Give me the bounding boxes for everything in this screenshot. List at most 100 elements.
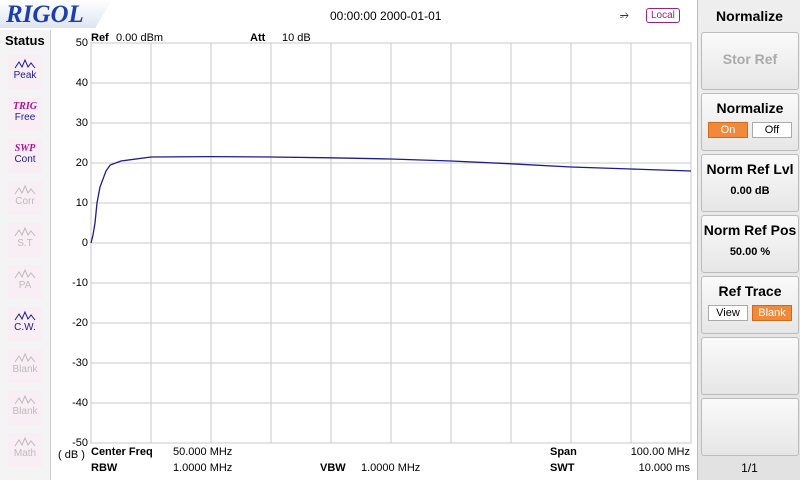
ref-trace-button[interactable]: Ref Trace View Blank: [701, 276, 799, 334]
status-icon: [14, 310, 36, 321]
icon-glyph: [14, 58, 36, 69]
remote-status: Local: [646, 8, 680, 23]
icon-glyph: [14, 226, 36, 237]
swt-label: SWT: [550, 462, 575, 474]
status-item-label: Cont: [14, 154, 36, 165]
y-tick-label: 40: [76, 77, 88, 89]
button-value: 50.00 %: [729, 246, 771, 258]
stor-ref-button[interactable]: Stor Ref: [701, 32, 799, 90]
option-blank[interactable]: Blank: [752, 305, 792, 321]
icon-glyph: [14, 352, 36, 363]
option-view[interactable]: View: [708, 305, 748, 321]
vbw-value: 1.0000 MHz: [361, 462, 420, 474]
datetime: 00:00:00 2000-01-01: [330, 9, 442, 23]
grid: [90, 42, 692, 444]
status-item: Blank: [8, 349, 42, 383]
button-value: 0.00 dB: [730, 185, 770, 197]
y-tick-label: -40: [72, 397, 88, 409]
page-indicator: 1/1: [741, 461, 758, 475]
empty-button[interactable]: [701, 398, 799, 456]
button-label: Normalize: [716, 100, 784, 116]
trace: [90, 155, 692, 244]
icon-glyph: [14, 184, 36, 195]
status-item: PA: [8, 265, 42, 299]
menu-title: Normalize: [716, 8, 783, 24]
y-tick-label: 10: [76, 197, 88, 209]
status-item: Corr: [8, 181, 42, 215]
y-tick-label: -30: [72, 357, 88, 369]
status-item-label: Blank: [12, 364, 38, 375]
y-tick-label: -20: [72, 317, 88, 329]
status-icon: [14, 436, 36, 447]
y-tick-label: 50: [76, 37, 88, 49]
status-item: SWP Cont: [8, 139, 42, 173]
toggle: On Off: [702, 122, 798, 138]
center-value: 50.000 MHz: [173, 446, 232, 458]
norm-ref-lvl-button[interactable]: Norm Ref Lvl 0.00 dB: [701, 154, 799, 212]
status-item: Blank: [8, 391, 42, 425]
option-on[interactable]: On: [708, 122, 748, 138]
status-icon: [14, 352, 36, 363]
norm-ref-pos-button[interactable]: Norm Ref Pos 50.00 %: [701, 215, 799, 273]
status-item: TRIG Free: [8, 97, 42, 131]
spectrum-plot: Ref 0.00 dBm Att 10 dB ( dB ) Center Fre…: [58, 32, 692, 474]
icon-glyph: [14, 394, 36, 405]
status-panel: Status Peak TRIG Free SWP Cont Corr S.T PA C.W. B…: [0, 30, 51, 480]
option-off[interactable]: Off: [752, 122, 792, 138]
status-item-label: Blank: [12, 406, 38, 417]
span-value: 100.00 MHz: [631, 446, 690, 458]
swt-value: 10.000 ms: [639, 462, 691, 474]
icon-glyph: [14, 436, 36, 447]
status-item-label: S.T: [17, 238, 33, 249]
usb-icon: ⭌: [620, 9, 629, 21]
y-tick-label: 0: [82, 237, 88, 249]
empty-button[interactable]: [701, 337, 799, 395]
status-item-label: Math: [13, 448, 37, 459]
ref-value: 0.00 dBm: [116, 32, 163, 44]
header: RIGOL 00:00:00 2000-01-01 ⭌ Local: [0, 0, 697, 30]
status-item-top: TRIG: [13, 101, 37, 112]
att-label: Att: [250, 32, 266, 44]
rbw-value: 1.0000 MHz: [173, 462, 232, 474]
rbw-label: RBW: [91, 462, 118, 474]
status-item-top: SWP: [14, 143, 36, 154]
y-tick-label: 20: [76, 157, 88, 169]
status-item: Math: [8, 433, 42, 467]
center-label: Center Freq: [91, 446, 153, 458]
status-icon: [14, 184, 36, 195]
normalize-button[interactable]: Normalize On Off: [701, 93, 799, 151]
status-title: Status: [5, 33, 45, 48]
toggle: View Blank: [702, 305, 798, 321]
att-value: 10 dB: [282, 32, 311, 44]
icon-glyph: [14, 310, 36, 321]
ref-label: Ref: [91, 32, 109, 44]
button-label: Norm Ref Pos: [703, 222, 797, 238]
status-item-label: Free: [14, 112, 36, 123]
status-item: C.W.: [8, 307, 42, 341]
status-icon: [14, 268, 36, 279]
status-item: S.T: [8, 223, 42, 257]
status-item-label: Peak: [13, 70, 37, 81]
y-tick-label: -50: [72, 437, 88, 449]
softkey-menu: Normalize Stor Ref Normalize On Off Norm …: [697, 0, 800, 480]
status-item: Peak: [8, 55, 42, 89]
status-icon: [14, 58, 36, 69]
status-item-label: Corr: [15, 196, 35, 207]
status-item-label: C.W.: [14, 322, 36, 333]
vbw-label: VBW: [320, 462, 346, 474]
y-tick-label: -10: [72, 277, 88, 289]
status-icon: [14, 394, 36, 405]
logo-text: RIGOL: [6, 1, 84, 28]
y-unit: ( dB ): [58, 449, 85, 461]
icon-glyph: [14, 268, 36, 279]
logo: RIGOL: [0, 0, 112, 28]
y-tick-label: 30: [76, 117, 88, 129]
button-label: Norm Ref Lvl: [706, 161, 794, 177]
button-label: Ref Trace: [718, 283, 782, 299]
status-item-label: PA: [18, 280, 32, 291]
span-label: Span: [550, 446, 577, 458]
status-icon: [14, 226, 36, 237]
button-label: Stor Ref: [722, 51, 778, 67]
